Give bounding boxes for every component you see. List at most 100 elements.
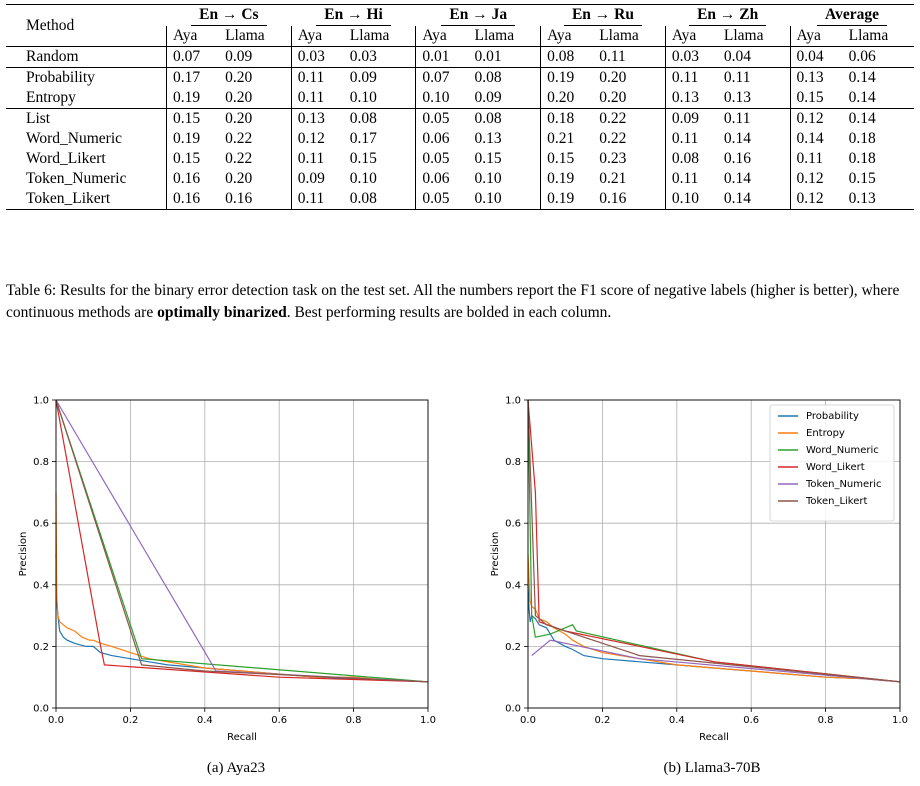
series-line-token-likert <box>527 399 901 683</box>
score-cell: 0.17 <box>166 67 220 88</box>
score-cell: 0.10 <box>468 189 541 210</box>
score-cell: 0.11 <box>717 108 791 129</box>
score-cell: 0.20 <box>225 170 253 187</box>
y-tick-label: 1.0 <box>33 396 49 407</box>
series-line-word-numeric <box>55 399 429 683</box>
score-cell: 0.11 <box>717 67 791 88</box>
x-tick-label: 0.8 <box>818 715 834 726</box>
score-cell: 0.09 <box>664 108 718 129</box>
score-cell: 0.10 <box>349 89 377 106</box>
language-pair-label: En → Ru <box>563 5 642 26</box>
score-cell: 0.06 <box>842 46 914 68</box>
chart-svg: 0.0 0.2 0.4 0.6 0.8 1.0 0.0 0.2 0.4 0.6 0.8 1.0 Reca… <box>18 396 436 744</box>
score-cell: 0.20 <box>219 67 292 88</box>
x-axis-label: Recall <box>699 732 729 743</box>
language-pair-label: En → Ja <box>441 5 516 26</box>
score-cell: 0.12 <box>789 108 843 129</box>
score-cell: 0.23 <box>599 150 627 167</box>
score-cell: 0.09 <box>343 67 416 88</box>
model-subheader: Llama <box>474 27 515 44</box>
score-cell: 0.04 <box>789 46 843 68</box>
score-cell: 0.22 <box>593 108 666 129</box>
score-cell: 0.10 <box>415 88 469 109</box>
score-cell: 0.05 <box>415 149 469 169</box>
score-cell: 0.11 <box>290 189 344 210</box>
score-cell: 0.14 <box>842 67 914 88</box>
language-pair-header: En → Hi <box>291 4 416 26</box>
legend-label: Token_Numeric <box>805 479 882 490</box>
score-cell: 0.13 <box>290 108 344 129</box>
chart-aya23: 0.0 0.2 0.4 0.6 0.8 1.0 0.0 0.2 0.4 0.6 0.8 1.0 Reca… <box>0 388 440 763</box>
legend-box <box>769 404 895 522</box>
score-cell: 0.11 <box>664 169 718 189</box>
x-tick-label: 0.0 <box>520 715 536 726</box>
score-cell: 0.20 <box>593 67 666 88</box>
score-cell: 0.18 <box>848 150 876 167</box>
model-subheader: Llama <box>225 27 265 44</box>
score-cell: 0.10 <box>349 170 377 187</box>
score-cell: 0.15 <box>540 149 594 169</box>
y-tick-label: 0.4 <box>33 580 49 591</box>
score-cell: 0.09 <box>290 169 344 189</box>
x-tick-label: 1.0 <box>420 715 436 726</box>
score-cell: 0.08 <box>664 149 718 169</box>
legend-label: Word_Likert <box>806 462 865 473</box>
series-line-token-numeric <box>531 639 901 683</box>
model-subheader: Llama <box>599 27 639 44</box>
score-cell: 0.15 <box>349 150 377 167</box>
x-tick-label: 1.0 <box>892 715 908 726</box>
table-header-row: Method En → Cs En → Hi En → Ja En → Ru En → Z… <box>6 4 914 47</box>
series-line-entropy <box>55 492 429 683</box>
score-cell: 0.21 <box>599 170 627 187</box>
score-cell: 0.20 <box>599 89 627 106</box>
score-cell: 0.22 <box>225 150 253 167</box>
series-line-word-likert <box>55 399 429 683</box>
model-subheader: Aya <box>290 26 344 47</box>
y-tick-label: 0.4 <box>505 580 521 591</box>
score-cell: 0.14 <box>723 130 752 147</box>
score-cell: 0.19 <box>166 129 220 149</box>
score-cell: 0.11 <box>789 149 843 169</box>
y-tick-label: 0.2 <box>33 642 49 653</box>
results-table: Method En → Cs En → Hi En → Ja En → Ru En → Z… <box>6 4 914 210</box>
table-subheader-row: Aya Llama Aya Llama Aya Llama Aya Llama Aya Llama… <box>6 26 914 47</box>
method-name: Word_Likert <box>26 150 106 167</box>
score-cell: 0.14 <box>848 89 876 106</box>
score-cell: 0.19 <box>540 189 594 210</box>
y-tick-label: 0.0 <box>33 704 49 715</box>
score-cell: 0.09 <box>474 89 502 106</box>
subcaption-a: (a) Aya23 <box>206 760 266 776</box>
y-tick-label: 0.0 <box>505 704 521 715</box>
score-cell: 0.19 <box>540 169 594 189</box>
score-cell: 0.14 <box>842 108 914 129</box>
table-row: Entropy 0.19 0.20 0.11 0.10 0.10 0.09 0.20 0.20 0… <box>6 88 914 109</box>
y-axis-label: Precision <box>18 532 29 577</box>
model-subheader: Aya <box>415 26 469 47</box>
series-line-token-numeric <box>55 399 429 683</box>
score-cell: 0.05 <box>415 108 469 129</box>
score-cell: 0.04 <box>717 46 791 68</box>
score-cell: 0.20 <box>219 108 292 129</box>
score-cell: 0.16 <box>166 169 220 189</box>
table-row: Word_Numeric 0.19 0.22 0.12 0.17 0.06 0.13 0.21… <box>6 129 914 149</box>
score-cell: 0.22 <box>225 130 253 147</box>
score-cell: 0.17 <box>349 130 377 147</box>
y-tick-label: 0.6 <box>505 519 521 530</box>
x-axis-label: Recall <box>227 732 257 743</box>
series-line-token-likert <box>55 399 429 683</box>
score-cell: 0.22 <box>599 130 627 147</box>
x-tick-label: 0.0 <box>48 715 64 726</box>
score-cell: 0.09 <box>219 46 292 68</box>
method-name: Random <box>6 46 167 68</box>
method-name: List <box>6 108 167 129</box>
model-subheader: Llama <box>723 27 764 44</box>
y-tick-label: 0.8 <box>33 457 49 468</box>
model-subheader: Aya <box>789 26 843 47</box>
y-tick-label: 0.6 <box>33 519 49 530</box>
legend-label: Token_Likert <box>805 496 868 507</box>
y-tick-label: 0.8 <box>505 457 521 468</box>
caption-text-end: . Best performing results are bolded in … <box>286 304 612 321</box>
method-name: Entropy <box>26 89 76 106</box>
score-cell: 0.08 <box>343 189 416 210</box>
score-cell: 0.20 <box>540 88 594 109</box>
